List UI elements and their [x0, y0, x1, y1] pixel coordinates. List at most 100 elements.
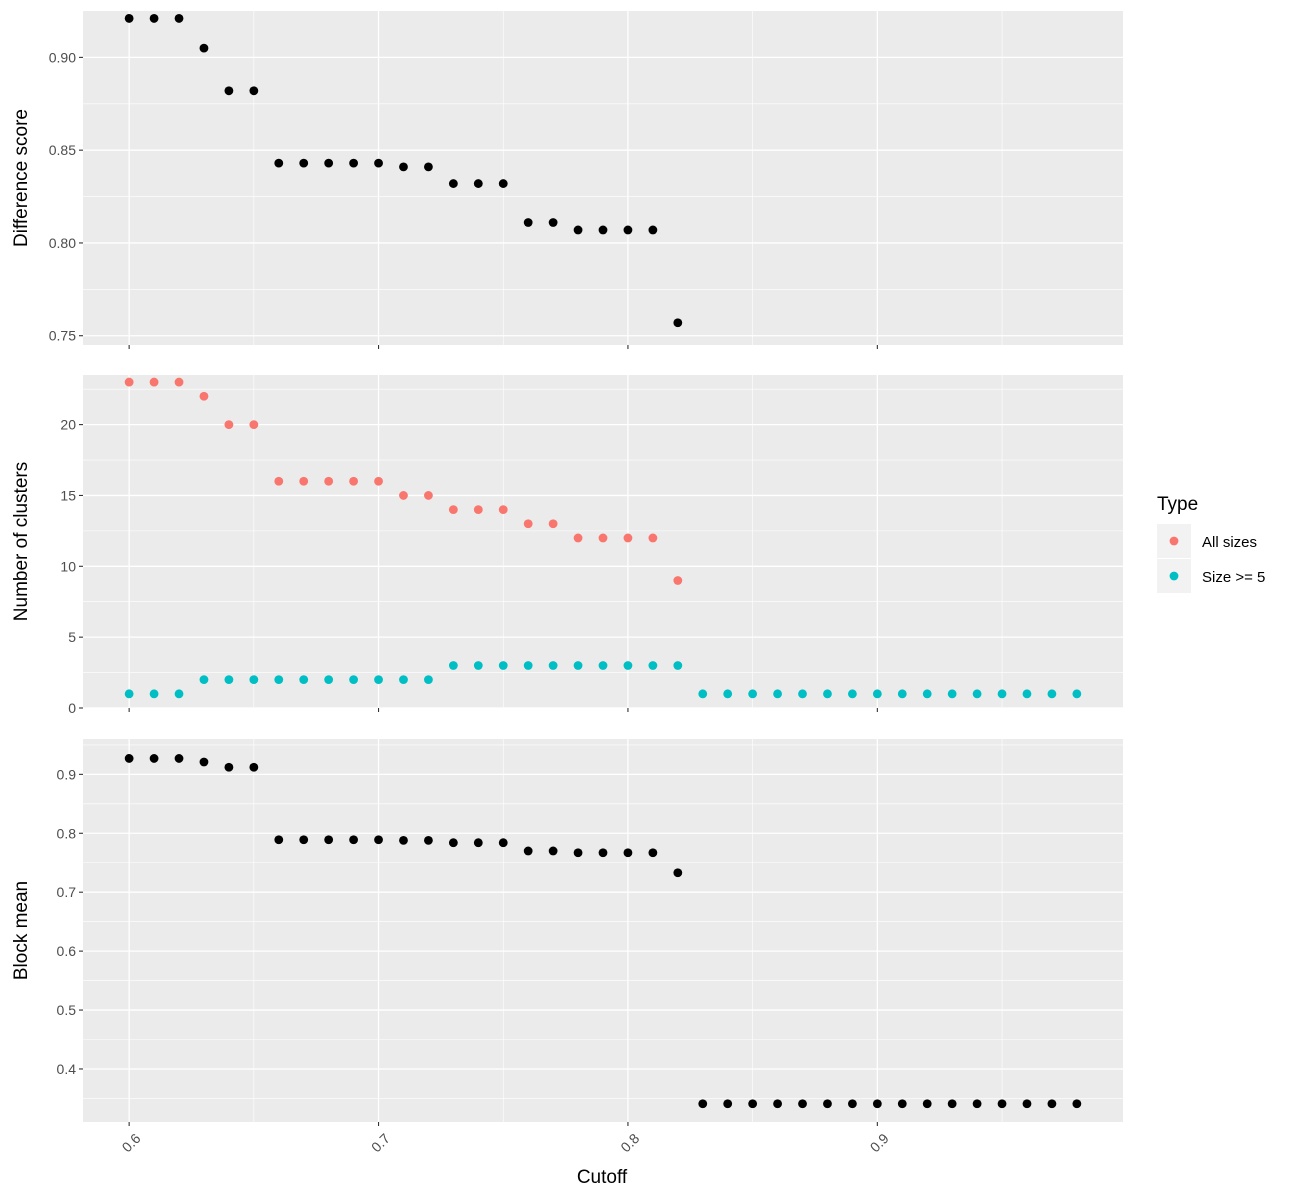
data-point	[424, 491, 433, 500]
data-point	[723, 689, 733, 699]
data-point	[573, 225, 583, 235]
data-point	[174, 754, 184, 763]
legend-item: All sizes	[1157, 524, 1257, 558]
x-tick-labels: 0.6 0.7 0.8 0.9	[119, 1130, 892, 1155]
data-point	[798, 1099, 807, 1109]
data-point	[174, 689, 184, 699]
data-point	[324, 158, 334, 168]
y-tick-label: 0.75	[49, 328, 76, 344]
data-point	[199, 675, 209, 685]
data-point	[224, 86, 234, 96]
data-point	[748, 689, 758, 699]
data-point	[249, 86, 259, 96]
data-point	[523, 661, 533, 670]
data-point	[673, 868, 683, 878]
data-point	[648, 225, 658, 235]
data-point	[473, 505, 483, 515]
y-tick-label: 0.9	[57, 766, 77, 782]
data-point	[972, 689, 982, 699]
y-tick-label: 0.7	[57, 884, 77, 900]
x-tick-label: 0.8	[617, 1130, 642, 1155]
data-point	[648, 848, 658, 858]
data-point	[124, 754, 134, 763]
data-point	[573, 533, 583, 543]
data-point	[448, 838, 458, 848]
data-point	[374, 158, 383, 168]
data-point	[498, 179, 508, 188]
data-point	[473, 179, 483, 188]
legend-label: Size >= 5	[1202, 569, 1265, 586]
data-point	[349, 158, 358, 168]
data-point	[498, 661, 508, 670]
data-point	[399, 675, 408, 685]
data-point	[573, 661, 583, 670]
data-point	[149, 377, 159, 387]
data-point	[673, 576, 683, 585]
data-point	[623, 848, 633, 858]
panel-1: 0.75 0.80 0.85 0.90 Difference score	[11, 11, 1123, 349]
data-point	[274, 835, 284, 845]
data-point	[249, 420, 259, 429]
panel-background	[83, 11, 1123, 345]
y-tick-label: 0.4	[57, 1061, 77, 1077]
data-point	[124, 689, 134, 699]
data-point	[374, 476, 383, 486]
data-point	[872, 1099, 882, 1109]
data-point	[249, 762, 259, 772]
y-tick-label: 0.6	[57, 943, 77, 959]
y-axis-title: Difference score	[11, 109, 32, 247]
data-point	[947, 689, 957, 699]
data-point	[224, 420, 234, 429]
legend-label: All sizes	[1202, 534, 1257, 551]
y-tick-label: 0.5	[57, 1002, 77, 1018]
x-tick-label: 0.7	[368, 1130, 393, 1155]
data-point	[299, 476, 309, 486]
data-point	[224, 762, 234, 772]
y-tick-label: 0.85	[49, 142, 76, 158]
data-point	[1072, 1099, 1082, 1109]
data-point	[448, 505, 458, 515]
data-point	[498, 838, 508, 848]
data-point	[199, 43, 209, 53]
data-point	[498, 505, 508, 515]
data-point	[424, 162, 433, 172]
data-point	[897, 1099, 907, 1109]
y-axis-title: Number of clusters	[11, 462, 32, 621]
data-point	[523, 846, 533, 856]
data-point	[424, 675, 433, 685]
data-point	[823, 1099, 832, 1109]
data-point	[523, 218, 533, 227]
data-point	[922, 1099, 932, 1109]
data-point	[623, 533, 633, 543]
data-point	[573, 848, 583, 858]
data-point	[798, 689, 807, 699]
y-tick-label: 15	[60, 487, 76, 503]
data-point	[374, 835, 383, 845]
data-point	[823, 689, 832, 699]
data-point	[299, 158, 309, 168]
data-point	[773, 1099, 782, 1109]
legend-key-point	[1169, 571, 1179, 581]
data-point	[598, 225, 608, 235]
data-point	[174, 377, 184, 387]
data-point	[448, 661, 458, 670]
data-point	[598, 848, 608, 858]
data-point	[149, 754, 159, 763]
panel-2: 0 5 10 15 20 Number of clusters	[11, 375, 1123, 716]
data-point	[274, 158, 284, 168]
data-point	[598, 533, 608, 543]
data-point	[299, 675, 309, 685]
data-point	[1022, 1099, 1032, 1109]
panels: 0.75 0.80 0.85 0.90 Difference score 0 5 10 15 20…	[11, 11, 1123, 1126]
y-axis-title: Block mean	[11, 881, 32, 980]
data-point	[548, 519, 558, 529]
legend-title: Type	[1157, 494, 1198, 515]
data-point	[324, 476, 334, 486]
data-point	[997, 1099, 1007, 1109]
x-tick-label: 0.9	[867, 1130, 892, 1155]
legend: Type All sizes Size >= 5	[1157, 494, 1265, 593]
data-point	[598, 661, 608, 670]
y-tick-label: 0	[68, 700, 76, 716]
legend-item: Size >= 5	[1157, 559, 1265, 593]
